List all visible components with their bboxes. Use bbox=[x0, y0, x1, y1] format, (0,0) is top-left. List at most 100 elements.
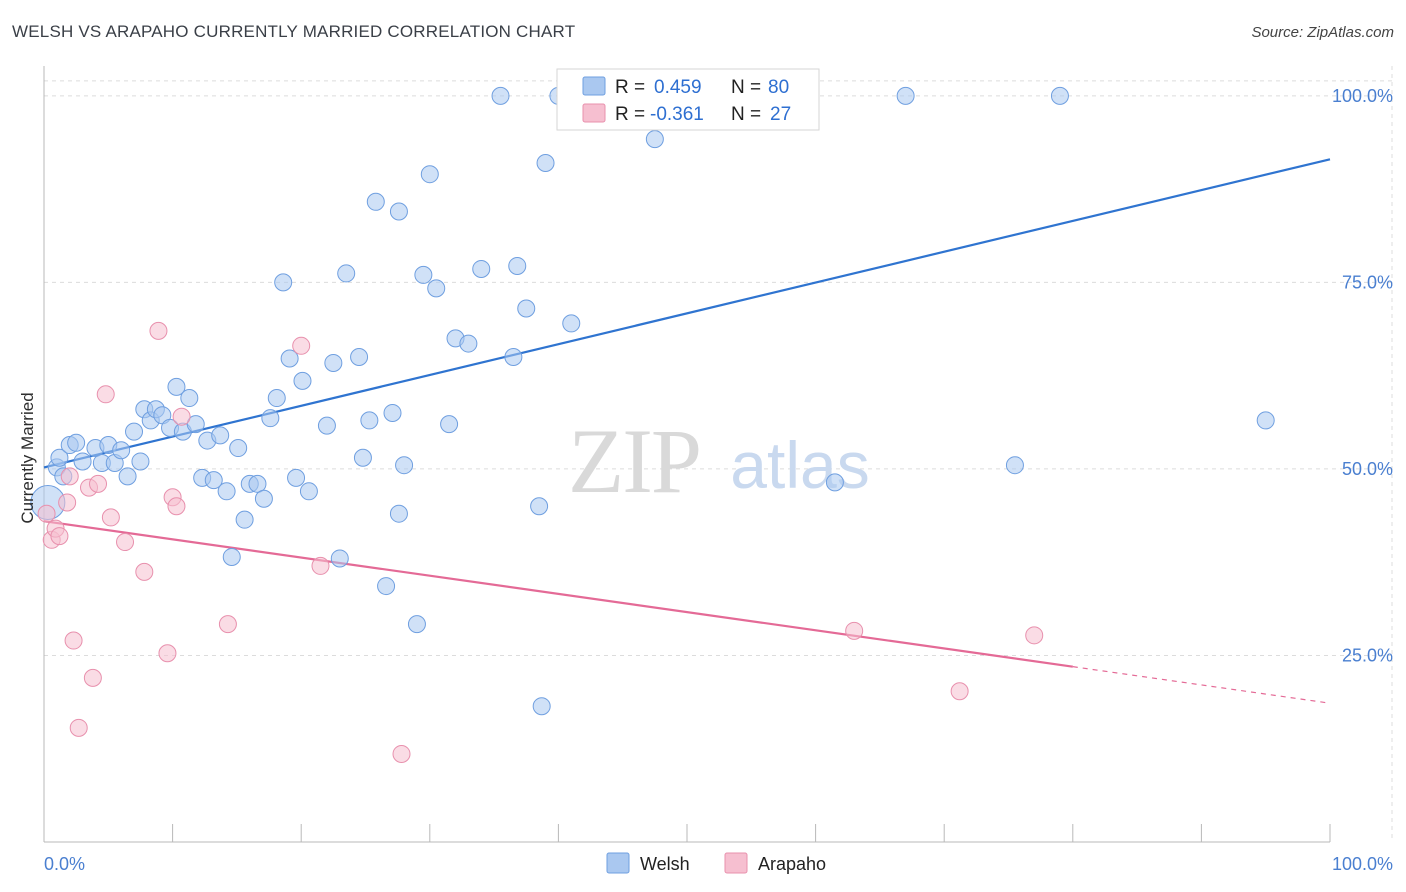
arapaho-trend-line bbox=[43, 520, 1073, 668]
welsh-point bbox=[118, 467, 137, 486]
welsh-point bbox=[324, 353, 343, 372]
welsh-point bbox=[267, 389, 286, 408]
welsh-point bbox=[459, 334, 478, 353]
welsh-point bbox=[508, 256, 527, 275]
welsh-point bbox=[1256, 411, 1275, 430]
arapaho-point bbox=[158, 644, 177, 663]
welsh-point bbox=[330, 549, 349, 568]
arapaho-point bbox=[116, 533, 135, 552]
legend: R = 0.459 N = 80 R = -0.361 N = 27 bbox=[556, 68, 820, 131]
arapaho-point bbox=[83, 668, 102, 687]
welsh-point bbox=[420, 165, 439, 184]
arapaho-point bbox=[845, 621, 864, 640]
bottom-legend-swatch-arapaho bbox=[724, 852, 748, 874]
welsh-points bbox=[30, 86, 1275, 716]
welsh-point bbox=[1005, 456, 1024, 475]
welsh-point bbox=[645, 130, 664, 149]
arapaho-point bbox=[1025, 626, 1044, 645]
watermark-atlas: atlas bbox=[730, 428, 869, 502]
welsh-point bbox=[427, 279, 446, 298]
x-tick-label-max: 100.0% bbox=[1332, 854, 1393, 874]
arapaho-point bbox=[392, 744, 411, 763]
y-tick-label: 100.0% bbox=[1332, 86, 1393, 106]
welsh-point bbox=[825, 473, 844, 492]
welsh-point bbox=[562, 314, 581, 333]
welsh-point bbox=[261, 409, 280, 428]
welsh-point bbox=[167, 377, 186, 396]
grid bbox=[44, 66, 1393, 842]
bottom-legend-welsh: Welsh bbox=[640, 854, 690, 874]
arapaho-trend-extension bbox=[1072, 666, 1331, 704]
arapaho-point bbox=[50, 527, 69, 546]
welsh-point bbox=[125, 422, 144, 441]
arapaho-point bbox=[311, 556, 330, 575]
arapaho-point bbox=[89, 474, 108, 493]
welsh-point bbox=[389, 202, 408, 221]
welsh-point bbox=[254, 489, 273, 508]
welsh-point bbox=[112, 441, 131, 460]
arapaho-point bbox=[69, 718, 88, 737]
welsh-point bbox=[491, 86, 510, 105]
welsh-point bbox=[536, 154, 555, 172]
welsh-point bbox=[414, 265, 433, 284]
arapaho-point bbox=[37, 504, 56, 523]
watermark: ZIP atlas bbox=[568, 410, 870, 512]
arapaho-point bbox=[101, 508, 120, 527]
welsh-point bbox=[293, 371, 312, 390]
legend-arapaho-n-value: 27 bbox=[770, 104, 791, 125]
welsh-point bbox=[1050, 86, 1069, 105]
arapaho-point bbox=[135, 562, 154, 581]
legend-swatch-arapaho bbox=[582, 103, 606, 123]
legend-welsh-n-value: 80 bbox=[768, 77, 789, 98]
y-tick-labels: 25.0% 50.0% 75.0% 100.0% bbox=[1332, 86, 1393, 666]
legend-welsh-r-label: R = bbox=[615, 77, 645, 98]
axes bbox=[43, 66, 1331, 843]
chart-title: WELSH VS ARAPAHO CURRENTLY MARRIED CORRE… bbox=[12, 22, 576, 41]
welsh-point bbox=[360, 411, 379, 430]
welsh-point bbox=[317, 416, 336, 435]
welsh-point bbox=[67, 433, 86, 452]
welsh-point bbox=[366, 192, 385, 211]
arapaho-point bbox=[172, 407, 191, 426]
welsh-point bbox=[517, 299, 536, 318]
welsh-point bbox=[211, 426, 230, 445]
welsh-point bbox=[389, 504, 408, 523]
welsh-point bbox=[299, 482, 318, 501]
welsh-point bbox=[377, 577, 396, 596]
welsh-point bbox=[287, 468, 306, 487]
welsh-trend-line bbox=[43, 158, 1331, 469]
legend-welsh-n-label: N = bbox=[731, 77, 761, 98]
welsh-point bbox=[73, 452, 92, 471]
legend-swatch-welsh bbox=[582, 76, 606, 96]
welsh-point bbox=[217, 482, 236, 501]
legend-welsh-r-value: 0.459 bbox=[654, 77, 702, 98]
welsh-point bbox=[280, 349, 299, 368]
welsh-point bbox=[530, 497, 549, 516]
x-tick-label-min: 0.0% bbox=[44, 854, 85, 874]
welsh-point bbox=[235, 510, 254, 529]
welsh-point bbox=[204, 471, 223, 490]
legend-arapaho-n-label: N = bbox=[731, 104, 761, 125]
welsh-point bbox=[395, 456, 414, 475]
welsh-point bbox=[440, 415, 459, 434]
welsh-point bbox=[504, 348, 523, 366]
arapaho-point bbox=[60, 467, 79, 486]
welsh-point bbox=[896, 86, 915, 105]
y-axis-label: Currently Married bbox=[18, 392, 37, 523]
source-label: Source: ZipAtlas.com bbox=[1251, 24, 1394, 41]
welsh-point bbox=[353, 448, 372, 467]
welsh-point bbox=[337, 264, 356, 283]
welsh-point bbox=[274, 273, 293, 292]
welsh-point bbox=[229, 439, 248, 458]
watermark-zip: ZIP bbox=[568, 410, 700, 512]
y-tick-label: 25.0% bbox=[1342, 645, 1393, 665]
bottom-legend-arapaho: Arapaho bbox=[758, 854, 826, 874]
welsh-point bbox=[472, 259, 491, 278]
welsh-point bbox=[50, 448, 69, 467]
y-tick-label: 50.0% bbox=[1342, 459, 1393, 479]
y-tick-label: 75.0% bbox=[1342, 272, 1393, 292]
arapaho-point bbox=[218, 615, 237, 634]
welsh-point bbox=[383, 403, 402, 422]
welsh-point bbox=[248, 474, 267, 493]
arapaho-point bbox=[58, 493, 77, 512]
